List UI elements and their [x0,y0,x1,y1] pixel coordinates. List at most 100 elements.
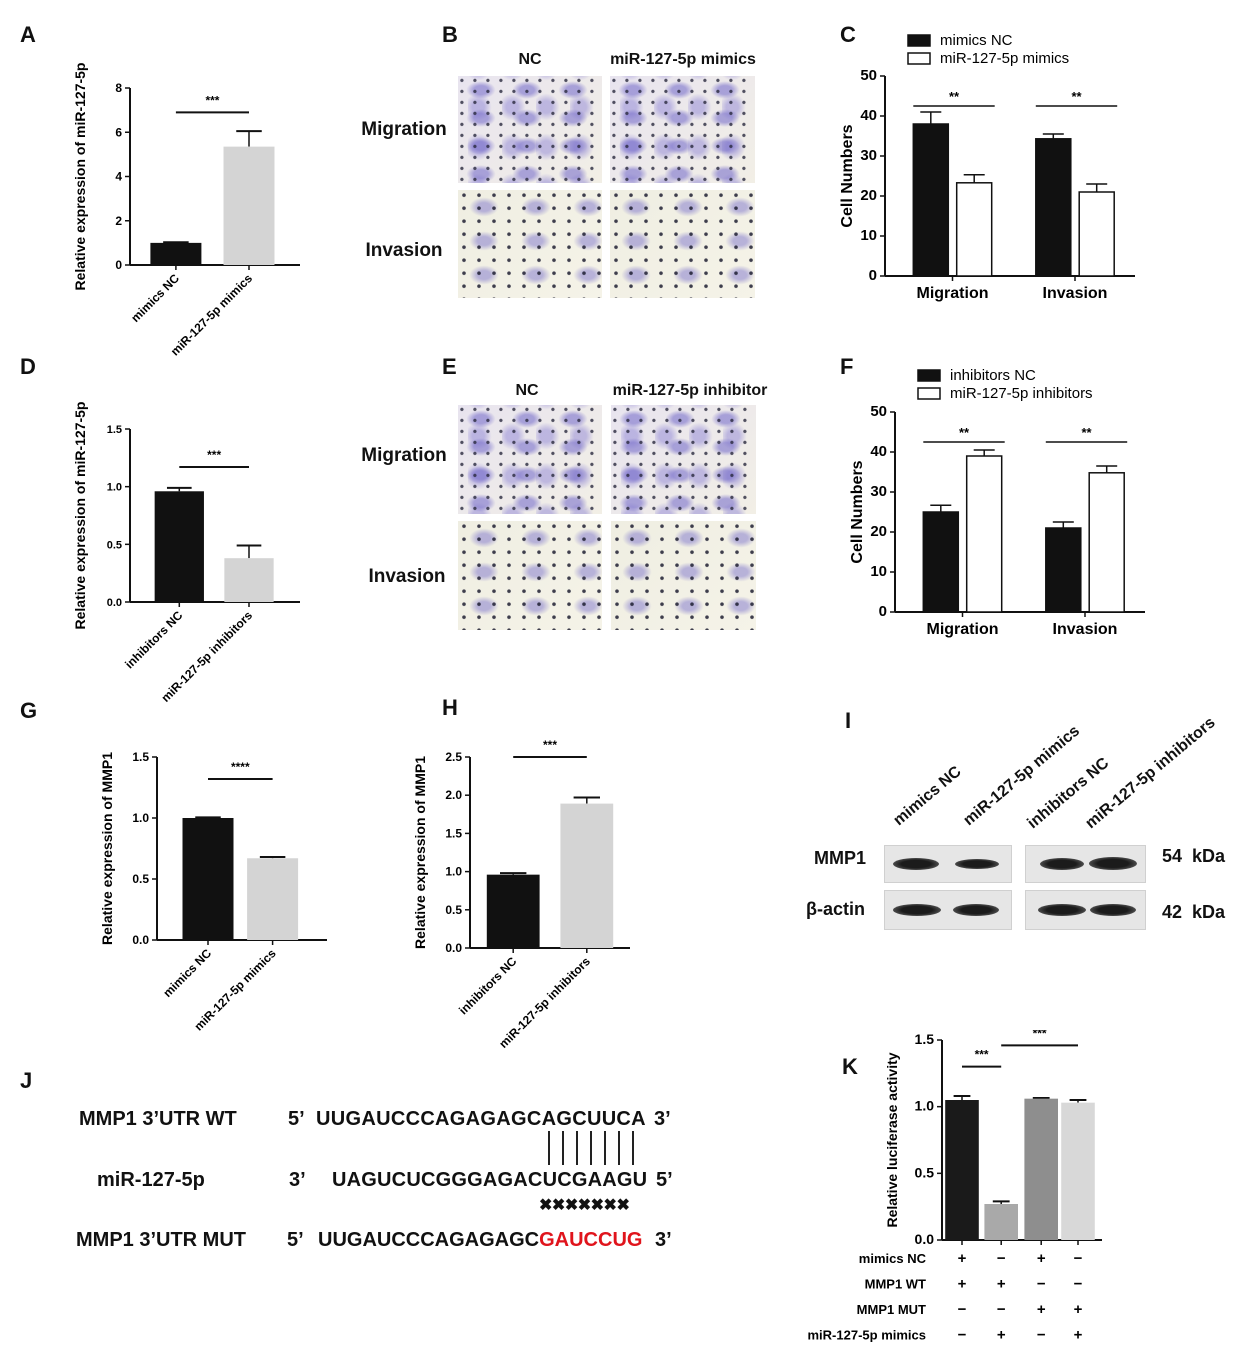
bar-mir-127-5p-mimics [955,182,993,277]
y-tick-label: 2 [115,214,122,228]
blot-mmp1-left [884,845,1012,883]
j-mut-3prime: 3’ [655,1229,672,1251]
chart-h-mmp1-expression-inhibitors: 0.0 0.5 1.0 1.5 2.0 2.5 Relative expression of… [412,740,630,1051]
j-mir-sequence: UAGUCUCGGGAGACUCGAAGU [332,1169,648,1191]
j-mir-3prime: 3’ [289,1169,306,1191]
panel-letter-h: H [442,695,458,720]
significance-label: ** [1071,89,1082,104]
condition-mark: − [1074,1276,1083,1293]
blot-lane-label: mimics NC [890,763,965,830]
condition-mark: + [1074,1301,1083,1318]
blot-size-42: 42 kDa [1162,902,1226,922]
blot-band [893,904,941,916]
y-tick-label: 0.5 [445,903,462,917]
y-tick-label: 0 [115,258,122,272]
y-tick-label: 2.0 [445,788,462,802]
condition-row-label: miR-127-5p mimics [808,1328,927,1343]
micrograph-e-invasion-inhibitor [611,521,756,630]
bar [1061,1102,1095,1240]
base-pair-line [562,1131,564,1165]
bar [154,491,204,602]
blot-actin-left [884,890,1012,930]
x-tick-label: mimics NC [128,271,182,325]
mutation-marks: ✖✖✖✖✖✖✖ [539,1197,630,1214]
bar [984,1204,1018,1240]
b-row-label-invasion: Invasion [365,240,443,261]
e-row-label-invasion: Invasion [368,566,446,587]
condition-row-label: MMP1 MUT [857,1302,926,1317]
x-tick-label: inhibitors NC [456,954,519,1017]
bar-inhibitors-nc [1045,527,1082,613]
blot-protein-actin: β-actin [806,899,865,919]
bar [224,558,274,602]
significance-label: *** [543,740,557,752]
j-mir-label: miR-127-5p [97,1169,205,1191]
base-pair-line [618,1131,620,1165]
y-axis-label: Cell Numbers [839,124,856,227]
panel-letter-j: J [20,1068,33,1093]
y-tick-label: 1.0 [445,865,462,879]
panel-letter-g: G [20,698,38,723]
y-axis-label: Relative expression of miR-127-5p [72,63,88,291]
x-group-label: Invasion [1043,285,1108,302]
significance-label: *** [205,93,219,107]
condition-mark: + [958,1250,967,1267]
x-group-label: Invasion [1053,621,1118,638]
y-tick-label: 0.0 [915,1231,935,1247]
micrograph-b-invasion-mimics [610,190,755,298]
y-tick-label: 4 [115,170,122,184]
j-wt-3prime: 3’ [654,1108,671,1130]
y-tick-label: 0 [879,603,887,620]
base-pair-line [576,1131,578,1165]
y-tick-label: 0.0 [132,933,149,947]
legend-label: miR-127-5p mimics [940,50,1069,67]
panel-letter-b: B [442,22,458,47]
legend-label: mimics NC [940,32,1013,49]
y-axis-label: Relative expression of MMP1 [412,756,428,949]
chart-a-mir127-expression-mimics: 0 2 4 6 8 Relative expression of miR-127-5p mi… [72,63,300,358]
b-row-label-migration: Migration [361,119,447,140]
y-tick-label: 1.5 [107,424,122,436]
j-mir-5prime: 5’ [656,1169,673,1191]
bar-mimics-nc [1035,138,1072,277]
panel-letter-f: F [840,354,854,379]
y-tick-label: 0.0 [107,597,122,609]
bar-mir-127-5p-mimics [1078,191,1115,277]
blot-size-54: 54 kDa [1162,846,1226,866]
chart-k-luciferase-activity: 0.0 0.5 1.0 1.5 Relative luciferase activity… [808,1030,1102,1344]
condition-mark: − [997,1250,1006,1267]
y-tick-label: 2.5 [445,750,462,764]
y-tick-label: 1.0 [107,482,122,494]
micrograph-b-invasion-nc [458,190,602,298]
y-tick-label: 40 [860,107,877,124]
y-tick-label: 10 [870,563,887,580]
significance-label: *** [975,1048,989,1062]
significance-label: ** [959,425,970,440]
bar [223,146,275,265]
condition-mark: − [1074,1250,1083,1267]
y-tick-label: 0.5 [107,539,122,551]
base-pair-line [632,1131,634,1165]
y-tick-label: 50 [870,403,887,420]
b-col-header-nc: NC [518,51,542,68]
y-tick-label: 1.5 [915,1031,935,1047]
e-col-header-inhibitor: miR-127-5p inhibitor [612,382,768,399]
chart-d-mir127-expression-inhibitors: 0.0 0.5 1.0 1.5 Relative expression of miR-1… [72,402,300,705]
significance-label: *** [207,448,221,462]
y-axis-label: Relative expression of miR-127-5p [72,402,88,630]
legend-swatch [917,387,941,400]
condition-mark: + [958,1276,967,1293]
blot-band [953,904,999,916]
x-tick-label: mimics NC [160,946,214,1000]
condition-mark: − [1037,1327,1046,1344]
x-tick-label: inhibitors NC [122,608,185,671]
j-wt-label: MMP1 3’UTR WT [79,1108,237,1130]
condition-mark: + [997,1327,1006,1344]
j-wt-sequence: UUGAUCCCAGAGAGCAGCUUCA [316,1108,646,1130]
y-tick-label: 50 [860,67,877,84]
micrograph-e-invasion-nc [458,521,602,630]
bar-mir-127-5p-inhibitors [1088,472,1125,613]
y-tick-label: 6 [115,125,122,139]
e-row-label-migration: Migration [361,445,447,466]
